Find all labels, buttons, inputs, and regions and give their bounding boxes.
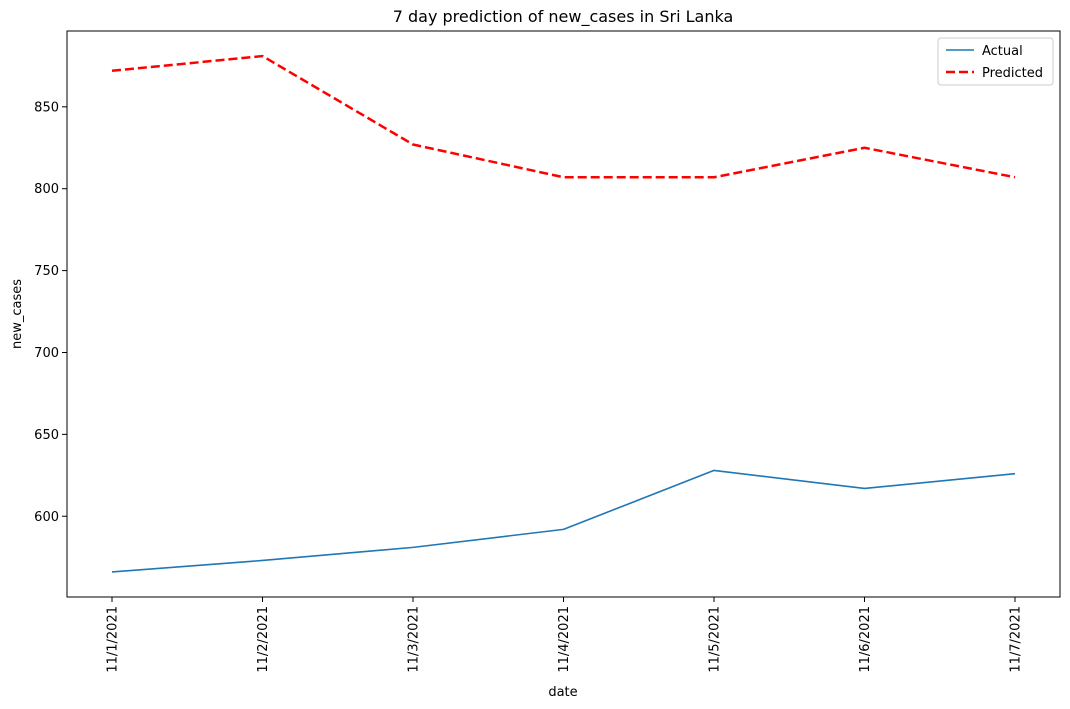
legend-label-predicted: Predicted: [982, 66, 1043, 81]
x-tick-label: 11/7/2021: [1009, 606, 1024, 673]
series-line-predicted: [111, 54, 1016, 179]
y-axis: 600 650 700 750 800 850: [34, 100, 67, 525]
x-tick-label: 11/4/2021: [557, 606, 572, 673]
y-tick-label: 650: [34, 428, 59, 443]
legend: Actual Predicted: [937, 37, 1054, 86]
x-axis-label: date: [548, 685, 577, 700]
y-axis-label: new_cases: [10, 279, 25, 349]
x-axis: 11/1/2021 11/2/2021 11/3/2021 11/4/2021 11/5…: [106, 597, 1024, 673]
y-tick-label: 800: [34, 182, 59, 197]
chart-title: 7 day prediction of new_cases in Sri Lan…: [393, 7, 734, 27]
x-tick-label: 11/3/2021: [407, 606, 422, 673]
series-line-actual: [111, 469, 1016, 573]
series-layer: [111, 54, 1016, 573]
y-tick-label: 700: [34, 346, 59, 361]
y-tick-label: 750: [34, 264, 59, 279]
y-tick-label: 600: [34, 510, 59, 525]
x-tick-label: 11/2/2021: [256, 606, 271, 673]
y-tick-label: 850: [34, 100, 59, 115]
x-tick-label: 11/6/2021: [858, 606, 873, 673]
x-tick-label: 11/1/2021: [106, 606, 121, 673]
legend-label-actual: Actual: [982, 44, 1023, 59]
x-tick-label: 11/5/2021: [708, 606, 723, 673]
plot-frame: [66, 30, 1061, 598]
